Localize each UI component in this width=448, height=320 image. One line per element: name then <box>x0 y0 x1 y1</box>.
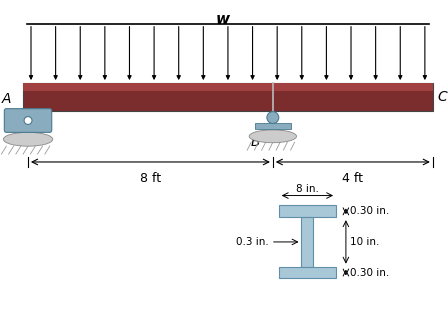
Ellipse shape <box>249 130 297 143</box>
Text: 8 ft: 8 ft <box>140 172 161 185</box>
Text: 0.30 in.: 0.30 in. <box>350 206 389 216</box>
Circle shape <box>267 112 279 124</box>
Bar <box>23 83 433 91</box>
Text: 0.3 in.: 0.3 in. <box>236 237 269 247</box>
Bar <box>255 124 291 129</box>
Text: 10 in.: 10 in. <box>350 237 379 247</box>
Bar <box>279 267 336 278</box>
FancyBboxPatch shape <box>4 109 52 132</box>
Bar <box>23 83 433 111</box>
Circle shape <box>24 116 32 124</box>
Bar <box>279 205 336 217</box>
Text: w: w <box>215 12 229 27</box>
Text: C: C <box>438 90 448 104</box>
Text: 8 in.: 8 in. <box>296 184 319 194</box>
Text: 0.30 in.: 0.30 in. <box>350 268 389 277</box>
Bar <box>302 217 313 267</box>
Text: A: A <box>2 92 11 106</box>
Text: B: B <box>250 135 260 149</box>
Ellipse shape <box>4 132 53 146</box>
Text: 4 ft: 4 ft <box>342 172 363 185</box>
